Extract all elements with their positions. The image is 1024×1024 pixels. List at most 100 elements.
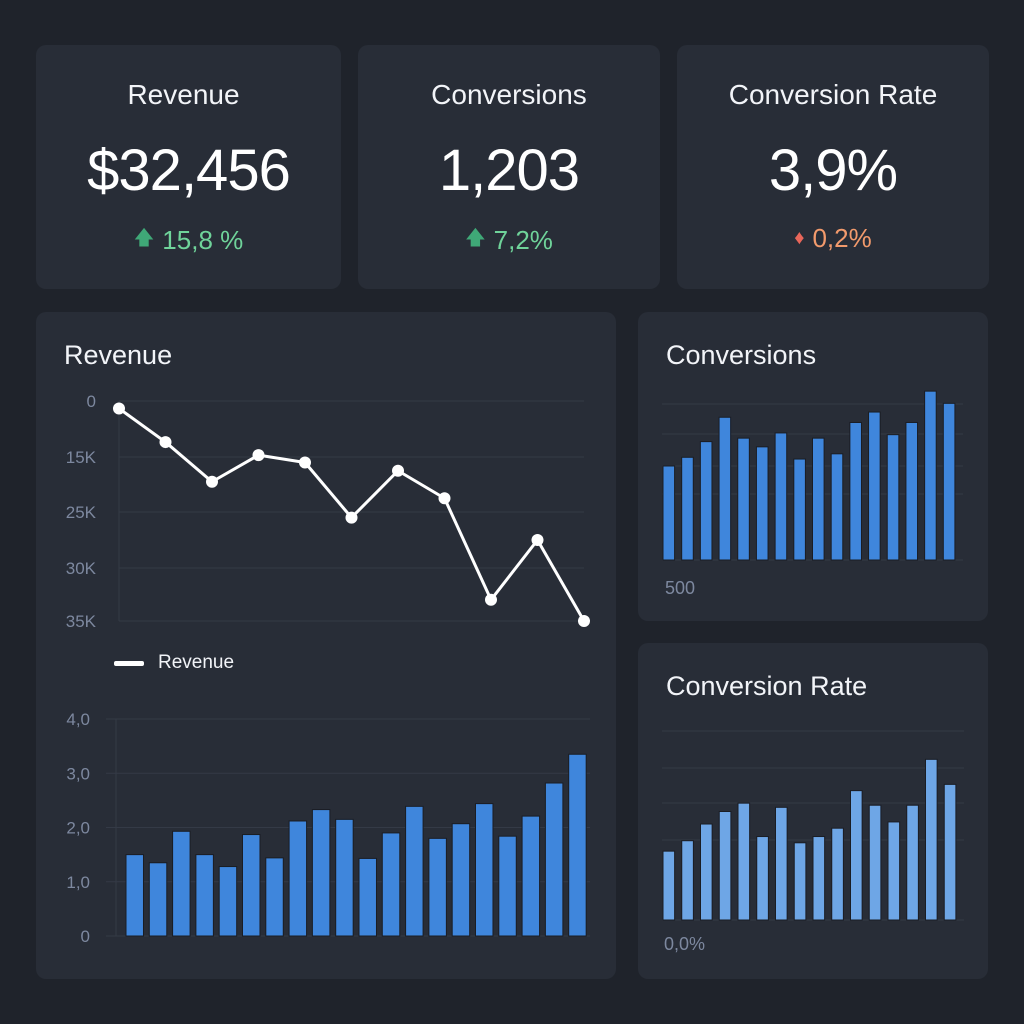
bar (793, 842, 807, 921)
bar (942, 402, 956, 561)
data-point (159, 436, 172, 449)
kpi-delta: ♦ 0,2% (677, 223, 989, 254)
bar (775, 806, 788, 921)
data-point (252, 449, 265, 462)
bar (544, 782, 564, 937)
y-tick-label: 1,0 (66, 873, 90, 892)
kpi-delta: 🡅 15,8 % (36, 223, 341, 257)
bar (793, 458, 806, 561)
bar (681, 456, 694, 561)
bar (868, 804, 882, 921)
bar (812, 836, 826, 921)
kpi-value: 1,203 (438, 138, 580, 203)
bar (925, 758, 938, 921)
bar (943, 783, 957, 921)
bar (311, 809, 331, 937)
revenue-chart-title: Revenue (64, 340, 173, 370)
bar (475, 803, 494, 937)
kpi-title: Revenue (127, 79, 240, 110)
bar (737, 437, 750, 561)
bar (265, 857, 284, 937)
data-point (392, 464, 404, 477)
kpi-delta: 🡅 7,2% (358, 223, 660, 257)
y-tick-label: 35K (66, 612, 97, 631)
bar (335, 818, 354, 937)
data-point (485, 593, 497, 606)
y-tick-label: 0 (81, 927, 90, 946)
kpi-delta-value: 0,2% (812, 223, 872, 253)
kpi-delta-value: 7,2% (493, 224, 553, 255)
bar (718, 416, 732, 561)
data-point (438, 492, 451, 505)
conversion-rate-axis-note: 0,0% (664, 934, 706, 954)
kpi-card-revenue[interactable]: Revenue $32,456 🡅 15,8 % (36, 45, 341, 289)
bar (242, 834, 261, 937)
bar (850, 790, 863, 921)
kpi-card-conversion-rate[interactable]: Conversion Rate 3,9% ♦ 0,2% (677, 45, 989, 289)
y-tick-label: 0 (87, 392, 96, 411)
bar (662, 850, 676, 921)
y-tick-label: 25K (66, 503, 97, 522)
bar (288, 820, 308, 937)
bar (521, 815, 541, 937)
bar (451, 823, 471, 937)
bar (148, 862, 168, 937)
data-point (113, 402, 125, 415)
y-tick-label: 4,0 (66, 710, 90, 729)
y-tick-label: 2,0 (66, 819, 90, 838)
bar (498, 835, 517, 937)
bar (737, 802, 751, 921)
diamond-icon: ♦ (794, 227, 805, 249)
revenue-bar-chart: 0 1,0 2,0 3,0 4,0 (66, 710, 590, 946)
bar (905, 421, 919, 561)
bar (718, 811, 732, 921)
revenue-panel: Revenue 0 15K 25K 30K 35K Revenue 0 1,0 2,0 3,0… (36, 312, 616, 979)
data-point (299, 456, 311, 469)
bar (887, 821, 901, 921)
data-point (206, 475, 218, 488)
bar (681, 840, 694, 921)
bar (405, 805, 424, 937)
bar (699, 441, 713, 561)
bar (812, 437, 825, 561)
bar (172, 830, 191, 937)
chart-legend[interactable]: Revenue (114, 652, 234, 674)
legend-swatch-revenue (114, 660, 144, 666)
kpi-delta-value: 15,8 % (162, 224, 244, 255)
kpi-title: Conversions (431, 79, 587, 110)
bar (381, 832, 401, 937)
y-tick-label: 30K (66, 559, 97, 578)
conversion-rate-chart-title: Conversion Rate (666, 671, 868, 701)
bar (755, 446, 769, 561)
bar (568, 753, 587, 937)
kpi-card-conversions[interactable]: Conversions 1,203 🡅 7,2% (358, 45, 660, 289)
bar (831, 827, 844, 921)
data-point (578, 615, 590, 627)
bar (886, 434, 900, 561)
data-point (345, 511, 358, 524)
kpi-title: Conversion Rate (728, 79, 938, 110)
bar (700, 823, 713, 921)
kpi-value: $32,456 (87, 138, 291, 203)
bar (662, 465, 676, 561)
kpi-value: 3,9% (768, 138, 898, 203)
bar (218, 866, 238, 937)
y-tick-label: 3,0 (66, 764, 90, 783)
y-tick-label: 15K (66, 448, 97, 467)
legend-label: Revenue (158, 652, 235, 673)
bar (924, 390, 937, 561)
conversions-panel: Conversions 500 (638, 312, 988, 621)
bar (358, 857, 377, 937)
conversion-rate-bar-chart (662, 730, 964, 921)
data-point (531, 534, 544, 546)
arrow-up-icon: 🡅 (133, 227, 155, 249)
conversions-bar-chart (662, 390, 963, 561)
revenue-line-chart: 0 15K 25K 30K 35K (66, 392, 590, 631)
conversions-chart-title: Conversions (666, 340, 817, 370)
conversion-rate-panel: Conversion Rate 0,0% (638, 643, 988, 979)
arrow-up-icon: 🡅 (465, 227, 486, 249)
bar (125, 854, 144, 937)
bar (428, 837, 447, 937)
bar (756, 836, 769, 921)
bar (906, 804, 919, 921)
